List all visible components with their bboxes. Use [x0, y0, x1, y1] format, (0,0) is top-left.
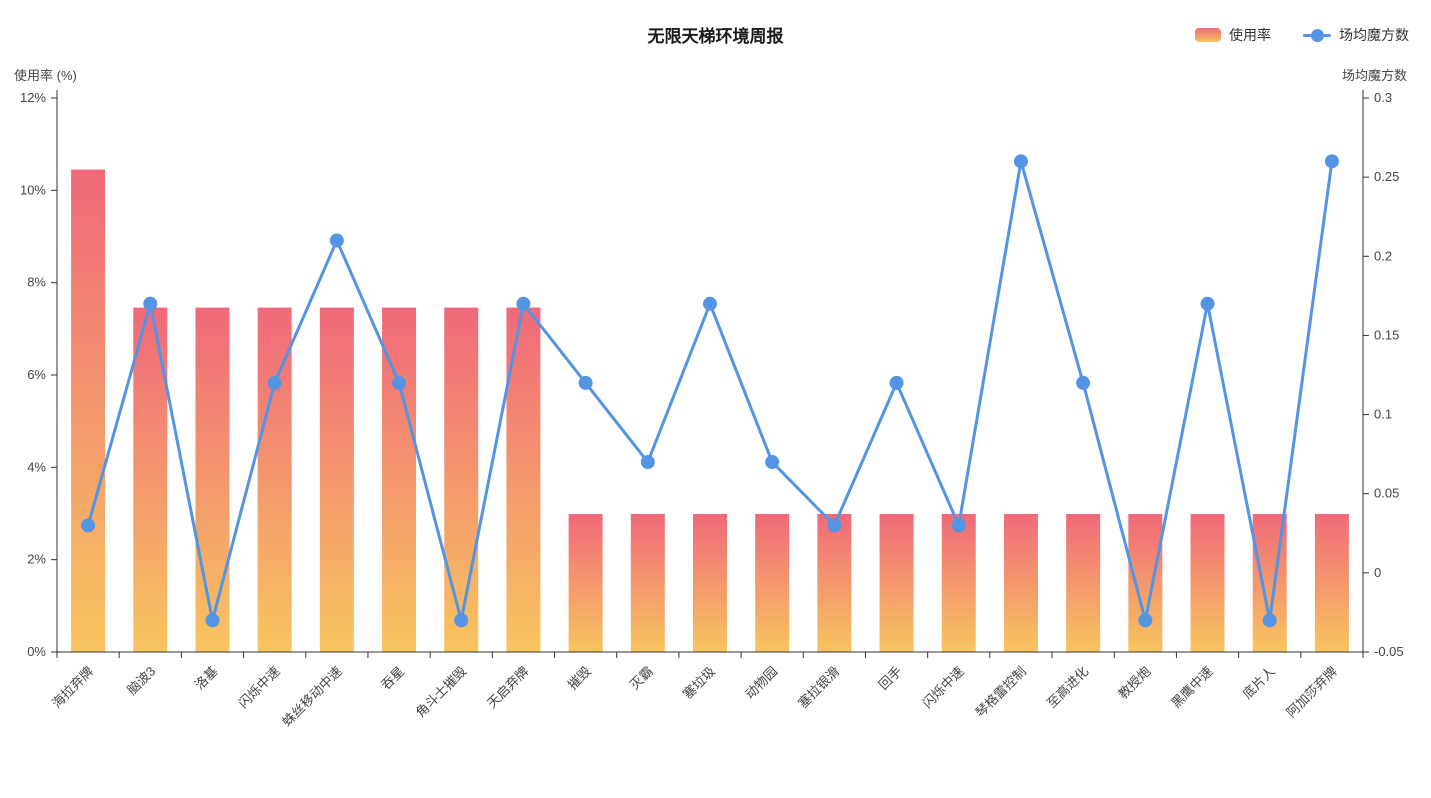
line-point-塞垃圾[interactable] — [703, 296, 717, 311]
left-axis-tick-label: 12% — [20, 90, 46, 105]
legend: 使用率 场均魔方数 — [1195, 25, 1409, 45]
legend-label-avg-cubes: 场均魔方数 — [1339, 27, 1409, 43]
x-axis-label-天启弃牌: 天启弃牌 — [484, 664, 531, 711]
right-axis-tick-label: 0.2 — [1374, 248, 1392, 263]
x-axis-label-至高进化: 至高进化 — [1044, 664, 1091, 711]
line-point-教授炮[interactable] — [1138, 613, 1153, 628]
bar-动物园[interactable] — [755, 513, 790, 652]
x-axis-label-闪烁中速: 闪烁中速 — [235, 664, 282, 711]
line-point-底片人[interactable] — [1262, 613, 1277, 628]
bar-至高进化[interactable] — [1066, 513, 1101, 652]
line-point-蛛丝移动中速[interactable] — [329, 233, 344, 248]
bar-阿加莎弃牌[interactable] — [1314, 513, 1349, 652]
legend-item-usage-rate[interactable]: 使用率 — [1195, 25, 1271, 45]
bar-吞星[interactable] — [382, 307, 417, 652]
left-axis-tick-label: 0% — [27, 644, 46, 659]
left-axis-tick-label: 10% — [20, 182, 46, 197]
bar-琴格雷控制[interactable] — [1003, 513, 1038, 652]
bar-灭霸[interactable] — [630, 513, 665, 652]
bar-教授炮[interactable] — [1128, 513, 1163, 652]
left-axis-title: 使用率 (%) — [14, 68, 77, 83]
right-axis-tick-label: 0 — [1374, 565, 1381, 580]
bar-海拉弃牌[interactable] — [71, 169, 106, 652]
right-axis-tick-label: 0.05 — [1374, 486, 1399, 501]
right-axis-tick-label: 0.3 — [1374, 90, 1392, 105]
x-axis-label-塞垃圾: 塞垃圾 — [680, 664, 718, 702]
line-point-闪烁中速[interactable] — [267, 375, 282, 390]
bar-塞拉银滑[interactable] — [817, 513, 852, 652]
x-axis-label-脑波3: 脑波3 — [124, 664, 158, 698]
bar-黑鹰中速[interactable] — [1190, 513, 1225, 652]
x-axis-label-摧毁: 摧毁 — [565, 664, 594, 693]
x-axis-label-琴格雷控制: 琴格雷控制 — [972, 664, 1029, 721]
line-point-阿加莎弃牌[interactable] — [1324, 154, 1339, 169]
bar-塞垃圾[interactable] — [693, 513, 727, 652]
line-point-脑波3[interactable] — [143, 296, 158, 311]
line-point-回手[interactable] — [889, 375, 904, 390]
x-axis-label-底片人: 底片人 — [1240, 664, 1278, 702]
x-axis-label-洛基: 洛基 — [192, 664, 221, 693]
x-axis-label-阿加莎弃牌: 阿加莎弃牌 — [1283, 664, 1340, 721]
line-point-天启弃牌[interactable] — [516, 296, 531, 311]
bar-回手[interactable] — [879, 513, 914, 652]
line-point-海拉弃牌[interactable] — [81, 518, 96, 533]
left-axis-tick-label: 6% — [27, 367, 46, 382]
bar-闪烁中速[interactable] — [257, 307, 292, 652]
x-axis-label-动物园: 动物园 — [742, 664, 780, 702]
line-point-黑鹰中速[interactable] — [1200, 296, 1215, 311]
left-axis-tick-label: 8% — [27, 275, 46, 290]
line-point-灭霸[interactable] — [640, 455, 655, 470]
x-axis-label-灭霸: 灭霸 — [627, 664, 656, 693]
line-point-闪烁中速[interactable] — [951, 518, 966, 533]
bar-角斗士摧毁[interactable] — [444, 307, 479, 652]
line-point-塞拉银滑[interactable] — [827, 518, 842, 533]
x-axis-label-角斗士摧毁: 角斗士摧毁 — [413, 664, 470, 721]
line-point-角斗士摧毁[interactable] — [454, 613, 469, 628]
right-axis-tick-label: 0.25 — [1374, 169, 1399, 184]
line-series-marker-icon — [1303, 28, 1331, 42]
line-point-吞星[interactable] — [392, 375, 407, 390]
line-point-动物园[interactable] — [765, 455, 780, 470]
x-axis-label-闪烁中速: 闪烁中速 — [919, 664, 966, 711]
x-axis-label-教授炮: 教授炮 — [1115, 664, 1153, 702]
bar-蛛丝移动中速[interactable] — [319, 307, 354, 652]
right-axis-tick-label: 0.15 — [1374, 327, 1399, 342]
line-point-摧毁[interactable] — [578, 375, 593, 390]
x-axis-label-黑鹰中速: 黑鹰中速 — [1168, 664, 1215, 711]
legend-label-usage-rate: 使用率 — [1229, 27, 1271, 43]
right-axis-tick-label: -0.05 — [1374, 644, 1404, 659]
bar-洛基[interactable] — [195, 307, 230, 652]
x-axis-label-蛛丝移动中速: 蛛丝移动中速 — [279, 664, 345, 730]
left-axis-tick-label: 4% — [27, 459, 46, 474]
x-axis-label-海拉弃牌: 海拉弃牌 — [49, 664, 96, 711]
legend-item-avg-cubes[interactable]: 场均魔方数 — [1303, 25, 1409, 45]
chart-title: 无限天梯环境周报 — [647, 27, 784, 46]
right-axis-title: 场均魔方数 — [1341, 68, 1407, 83]
bar-闪烁中速[interactable] — [941, 513, 976, 652]
right-axis-tick-label: 0.1 — [1374, 407, 1392, 422]
line-point-洛基[interactable] — [205, 613, 220, 628]
x-axis-label-回手: 回手 — [876, 664, 905, 693]
left-axis-tick-label: 2% — [27, 552, 46, 567]
bar-摧毁[interactable] — [568, 513, 603, 652]
line-point-至高进化[interactable] — [1076, 375, 1091, 390]
x-axis-label-吞星: 吞星 — [378, 664, 407, 693]
x-axis-label-塞拉银滑: 塞拉银滑 — [795, 664, 842, 711]
bar-series-swatch-icon — [1195, 28, 1221, 42]
line-point-琴格雷控制[interactable] — [1013, 154, 1028, 169]
